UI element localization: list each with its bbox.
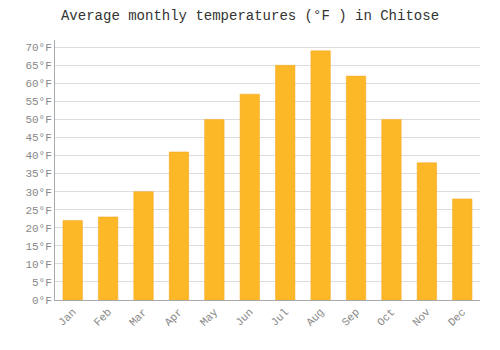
svg-text:Mar: Mar <box>127 306 149 328</box>
svg-text:Jan: Jan <box>56 306 78 328</box>
svg-text:50°F: 50°F <box>25 114 51 126</box>
svg-text:Nov: Nov <box>410 306 433 329</box>
svg-text:60°F: 60°F <box>25 78 51 90</box>
svg-text:Apr: Apr <box>162 306 184 328</box>
svg-text:65°F: 65°F <box>25 60 51 72</box>
svg-text:Average monthly temperatures (: Average monthly temperatures (°F ) in Ch… <box>61 8 439 24</box>
svg-text:5°F: 5°F <box>32 277 52 289</box>
svg-text:May: May <box>198 306 221 329</box>
svg-text:Aug: Aug <box>304 306 326 328</box>
svg-text:20°F: 20°F <box>25 223 51 235</box>
svg-text:40°F: 40°F <box>25 150 51 162</box>
svg-text:10°F: 10°F <box>25 259 51 271</box>
svg-text:Dec: Dec <box>446 306 468 328</box>
svg-text:Jun: Jun <box>233 306 255 328</box>
svg-text:0°F: 0°F <box>32 295 52 307</box>
svg-text:15°F: 15°F <box>25 241 51 253</box>
svg-text:45°F: 45°F <box>25 132 51 144</box>
svg-text:Oct: Oct <box>375 306 397 328</box>
svg-text:Sep: Sep <box>340 306 362 328</box>
svg-text:Jul: Jul <box>269 306 291 328</box>
svg-text:35°F: 35°F <box>25 168 51 180</box>
svg-text:55°F: 55°F <box>25 96 51 108</box>
svg-text:70°F: 70°F <box>25 42 51 54</box>
svg-text:25°F: 25°F <box>25 205 51 217</box>
svg-text:30°F: 30°F <box>25 187 51 199</box>
svg-text:Feb: Feb <box>92 306 114 328</box>
